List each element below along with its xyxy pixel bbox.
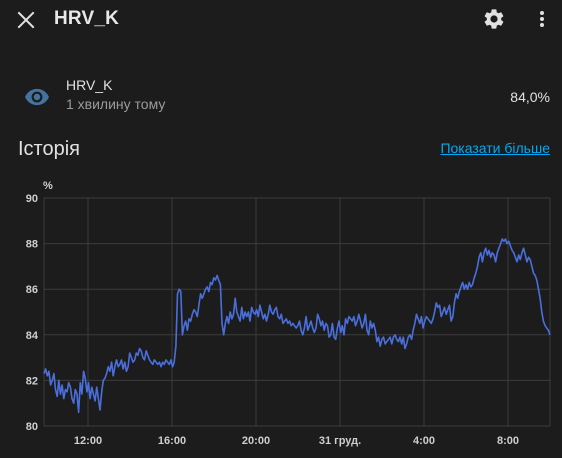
y-tick-label: 84 [26,330,39,342]
x-tick-label: 8:00 [497,435,519,447]
y-tick-label: 82 [26,375,38,387]
more-options-button[interactable] [530,7,554,31]
entity-name: HRV_K [66,77,113,93]
y-tick-label: 86 [26,284,38,296]
close-icon [17,11,35,29]
gear-icon [484,9,504,29]
x-tick-label: 31 груд. [319,435,361,447]
x-tick-label: 12:00 [74,435,102,447]
more-vert-icon [540,11,544,27]
dialog-title: HRV_K [54,8,120,29]
history-title: Історія [18,138,81,160]
y-axis-ticks: 80 82 84 86 88 90 [26,193,39,433]
x-tick-label: 16:00 [158,435,186,447]
entity-value: 84,0% [510,89,550,105]
x-axis-ticks: 12:00 16:00 20:00 31 груд. 4:00 8:00 [74,435,519,447]
y-tick-label: 80 [26,421,38,433]
close-button[interactable] [14,8,38,32]
last-changed: 1 хвилину тому [66,96,166,112]
y-tick-label: 88 [26,239,38,251]
series-line [43,238,551,414]
history-chart: % 80 82 84 86 88 90 12:00 16:00 20:00 31 груд. 4:… [26,180,551,447]
x-tick-label: 4:00 [413,435,435,447]
entity-state-row: HRV_K 1 хвилину тому 84,0% [0,70,562,120]
settings-button[interactable] [482,7,506,31]
show-more-link[interactable]: Показати більше [440,140,550,156]
app-header: HRV_K [0,0,562,40]
x-tick-label: 20:00 [242,435,270,447]
y-axis-unit: % [43,180,53,192]
y-tick-label: 90 [26,193,38,205]
chart-grid [43,197,551,427]
eye-icon [24,84,50,110]
